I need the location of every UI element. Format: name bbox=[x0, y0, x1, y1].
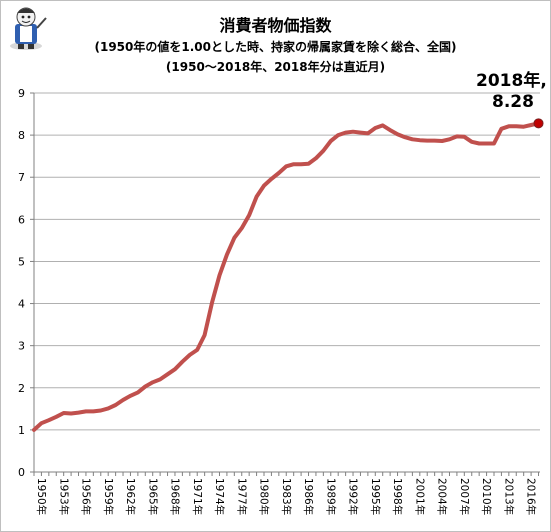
x-tick-label: 1992年 bbox=[347, 478, 360, 515]
y-tick-label: 5 bbox=[18, 255, 25, 268]
chart-subtitle-2: (1950～2018年、2018年分は直近月) bbox=[165, 60, 386, 74]
cpi-line bbox=[32, 121, 541, 432]
x-tick-label: 2004年 bbox=[436, 478, 449, 515]
y-tick-label: 8 bbox=[18, 129, 25, 142]
x-tick-label: 1953年 bbox=[57, 478, 70, 515]
x-tick-label: 1980年 bbox=[258, 478, 271, 515]
y-axis-tick-labels: 0 1 2 3 4 5 6 7 8 9 bbox=[18, 87, 25, 479]
x-tick-label: 1971年 bbox=[191, 478, 204, 515]
x-tick-label: 1968年 bbox=[169, 478, 182, 515]
x-tick-label: 2001年 bbox=[413, 478, 426, 515]
x-tick-label: 1983年 bbox=[280, 478, 293, 515]
y-tick-label: 6 bbox=[18, 213, 25, 226]
x-tick-label: 1995年 bbox=[369, 478, 382, 515]
x-axis-tick-labels: 1950年 1953年 1956年 1959年 1962年 1965年 1968年 1971年… bbox=[35, 478, 538, 515]
latest-value-number: 8.28 bbox=[492, 92, 534, 112]
x-tick-label: 1986年 bbox=[302, 478, 315, 515]
y-tick-label: 7 bbox=[18, 171, 25, 184]
x-tick-label: 1950年 bbox=[35, 478, 48, 515]
y-tick-label: 9 bbox=[18, 87, 25, 100]
x-tick-label: 2007年 bbox=[458, 478, 471, 515]
x-tick-label: 2013年 bbox=[502, 478, 515, 515]
y-tick-label: 3 bbox=[18, 340, 25, 353]
chart-subtitle-1: (1950年の値を1.00とした時、持家の帰属家賃を除く総合、全国) bbox=[94, 40, 457, 54]
x-tick-label: 1956年 bbox=[80, 478, 93, 515]
x-tick-label: 2010年 bbox=[480, 478, 493, 515]
y-tick-label: 1 bbox=[18, 424, 25, 437]
latest-point-marker bbox=[533, 118, 544, 129]
mascot-logo-icon bbox=[10, 7, 47, 50]
chart-title: 消費者物価指数 bbox=[219, 16, 332, 35]
y-tick-label: 4 bbox=[18, 298, 25, 311]
x-tick-label: 1989年 bbox=[324, 478, 337, 515]
latest-value-label: 2018年, bbox=[476, 71, 547, 91]
gridlines bbox=[34, 92, 540, 431]
axes bbox=[30, 92, 540, 476]
series-group bbox=[32, 118, 544, 432]
x-tick-label: 1962年 bbox=[124, 478, 137, 515]
x-tick-label: 1977年 bbox=[235, 478, 248, 515]
y-tick-label: 2 bbox=[18, 382, 25, 395]
x-tick-label: 1959年 bbox=[102, 478, 115, 515]
x-tick-label: 1974年 bbox=[213, 478, 226, 515]
x-tick-label: 2016年 bbox=[525, 478, 538, 515]
y-tick-label: 0 bbox=[18, 466, 25, 479]
x-tick-label: 1998年 bbox=[391, 478, 404, 515]
x-tick-label: 1965年 bbox=[146, 478, 159, 515]
